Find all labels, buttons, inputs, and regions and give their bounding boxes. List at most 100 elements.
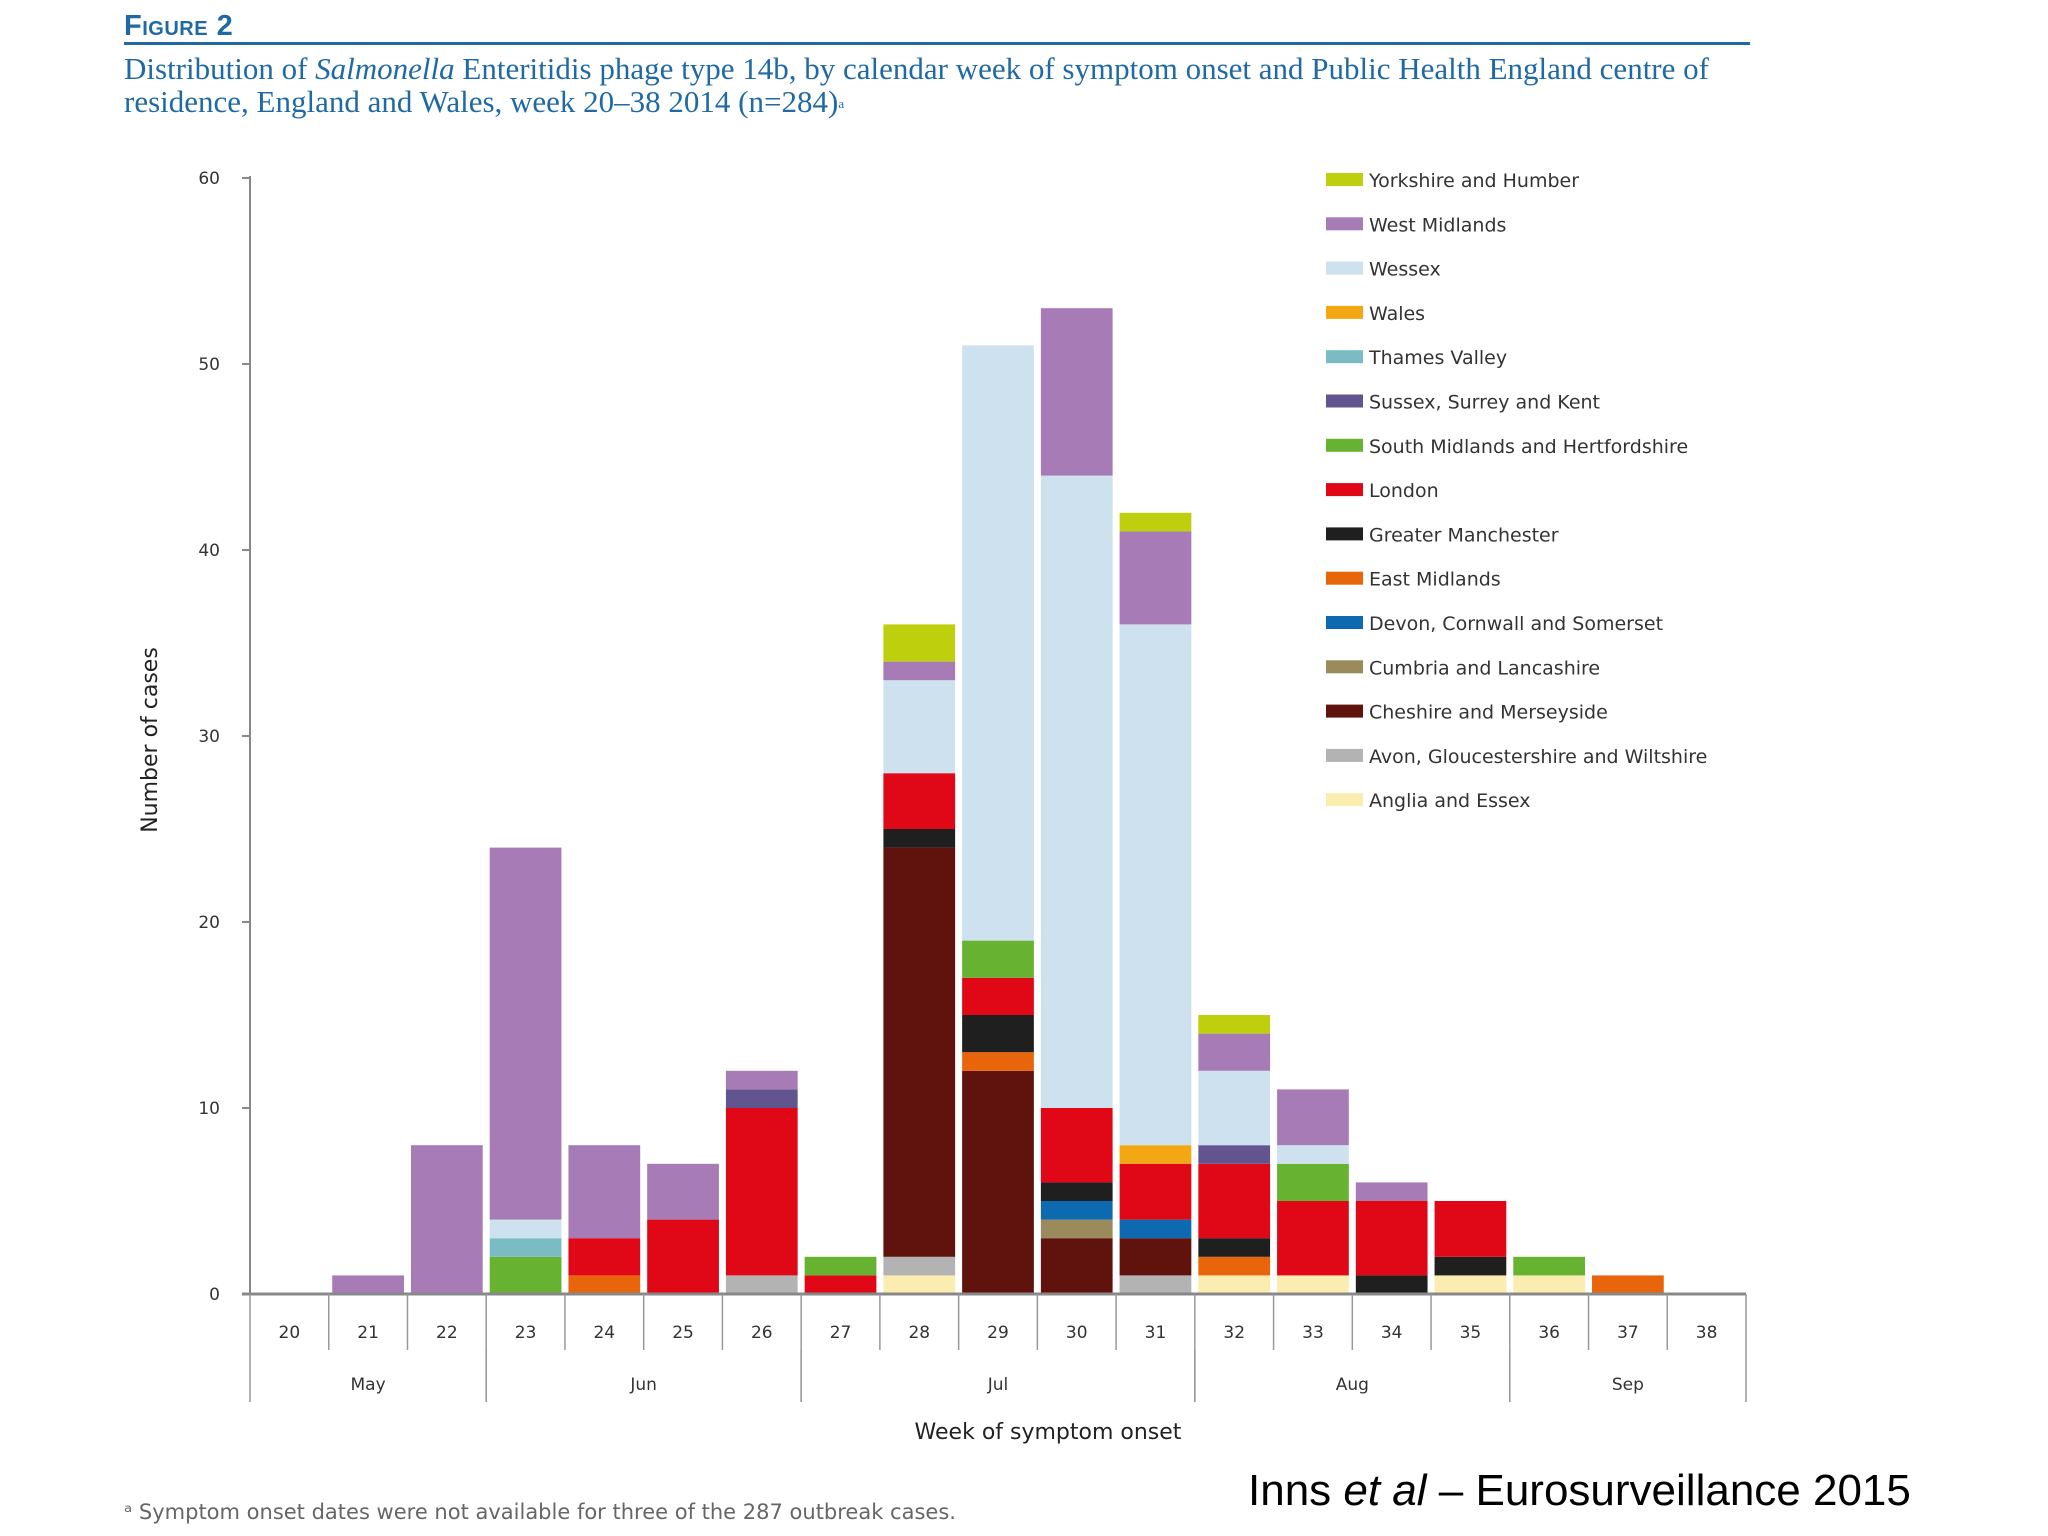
bar-segment-week-26-avon-gloucestershire-and-wiltshire: [725, 1275, 798, 1294]
x-tick-label-week: 21: [357, 1323, 379, 1343]
legend-label: Wales: [1369, 303, 1425, 325]
bar-segment-week-27-south-midlands-and-hertfordshire: [804, 1256, 877, 1276]
legend-label: Devon, Cornwall and Somerset: [1369, 613, 1663, 635]
x-tick-label-week: 31: [1145, 1323, 1167, 1343]
title-italic: Salmonella: [315, 51, 455, 86]
title-footnote-marker: a: [838, 96, 845, 111]
legend-swatch: [1326, 793, 1363, 807]
legend-swatch: [1326, 527, 1363, 541]
legend-label: Avon, Gloucestershire and Wiltshire: [1369, 746, 1707, 768]
legend-label: Cumbria and Lancashire: [1369, 657, 1600, 679]
bar-segment-week-30-cheshire-and-merseyside: [1040, 1238, 1113, 1294]
bar-segment-week-26-sussex-surrey-and-kent: [725, 1089, 798, 1108]
legend-label: Cheshire and Merseyside: [1369, 702, 1608, 724]
x-tick-label-week: 22: [436, 1323, 458, 1343]
y-tick-label: 30: [198, 727, 220, 747]
citation-author: Inns: [1248, 1466, 1344, 1515]
bar-segment-week-33-west-midlands: [1277, 1089, 1349, 1146]
bar-segment-week-34-west-midlands: [1355, 1182, 1428, 1201]
y-tick-label: 20: [198, 913, 220, 933]
x-tick-label-week: 36: [1538, 1323, 1560, 1343]
title-part1: Distribution of: [124, 51, 316, 86]
bar-segment-week-37-east-midlands: [1592, 1275, 1664, 1294]
bar-segment-week-23-thames-valley: [489, 1238, 562, 1257]
bar-segment-week-28-anglia-and-essex: [883, 1275, 956, 1294]
x-tick-label-week: 27: [830, 1323, 852, 1343]
x-tick-label-week: 38: [1696, 1323, 1718, 1343]
bar-segment-week-28-greater-manchester: [883, 829, 956, 848]
bar-segment-week-31-yorkshire-and-humber: [1119, 512, 1192, 532]
y-axis-title: Number of cases: [138, 647, 163, 833]
legend-swatch: [1326, 571, 1363, 585]
legend-item: Wales: [1326, 303, 1425, 325]
bar-segment-week-28-london: [883, 773, 956, 829]
bar-segment-week-32-greater-manchester: [1198, 1238, 1271, 1257]
bar-segment-week-28-cheshire-and-merseyside: [883, 847, 956, 1257]
bar-segment-week-30-greater-manchester: [1040, 1182, 1113, 1201]
x-month-label: May: [351, 1375, 386, 1395]
bar-segment-week-35-london: [1434, 1201, 1507, 1257]
bar-segment-week-29-greater-manchester: [962, 1015, 1034, 1053]
bar-segment-week-31-wales: [1119, 1145, 1192, 1164]
legend-swatch: [1326, 704, 1363, 718]
bar-segment-week-33-london: [1277, 1201, 1349, 1276]
x-tick-label-week: 20: [279, 1323, 301, 1343]
legend-swatch: [1326, 305, 1363, 319]
legend-label: Wessex: [1369, 259, 1441, 281]
x-month-label: Jul: [987, 1375, 1009, 1395]
bar-segment-week-28-yorkshire-and-humber: [883, 624, 956, 662]
bar-segment-week-31-devon-cornwall-and-somerset: [1119, 1219, 1192, 1239]
bar-segment-week-31-avon-gloucestershire-and-wiltshire: [1119, 1275, 1192, 1294]
legend-item: Cumbria and Lancashire: [1326, 657, 1600, 679]
legend-swatch: [1326, 261, 1363, 275]
legend-label: Thames Valley: [1368, 347, 1507, 369]
bar-segment-week-24-west-midlands: [568, 1145, 641, 1239]
bar-segment-week-33-anglia-and-essex: [1277, 1275, 1349, 1294]
x-tick-label-week: 23: [515, 1323, 537, 1343]
x-tick-label-week: 35: [1460, 1323, 1482, 1343]
title-part2: Enteritidis phage type 14b, by calendar …: [124, 51, 1709, 119]
legend-label: Yorkshire and Humber: [1368, 170, 1579, 192]
x-tick-label-week: 26: [751, 1323, 773, 1343]
legend-swatch: [1326, 438, 1363, 452]
legend-item: Sussex, Surrey and Kent: [1326, 392, 1600, 414]
bar-segment-week-30-london: [1040, 1108, 1113, 1183]
legend-swatch: [1326, 748, 1363, 762]
legend-label: East Midlands: [1369, 569, 1501, 591]
bar-segment-week-36-anglia-and-essex: [1513, 1275, 1586, 1294]
bar-segment-week-25-west-midlands: [647, 1163, 719, 1220]
x-tick-label-week: 37: [1617, 1323, 1639, 1343]
bar-segment-week-23-wessex: [489, 1219, 562, 1239]
legend-label: South Midlands and Hertfordshire: [1369, 436, 1688, 458]
legend-swatch: [1326, 350, 1363, 364]
bar-segment-week-31-wessex: [1119, 624, 1192, 1146]
legend-item: Thames Valley: [1326, 347, 1507, 369]
bar-segment-week-29-wessex: [962, 345, 1034, 941]
x-tick-label-week: 28: [908, 1323, 930, 1343]
figure-label: Figure 2: [124, 10, 234, 42]
bar-segment-week-28-wessex: [883, 680, 956, 774]
citation-rest: – Eurosurveillance 2015: [1426, 1466, 1911, 1515]
legend-item: Yorkshire and Humber: [1326, 170, 1579, 192]
bar-segment-week-26-london: [725, 1108, 798, 1276]
bar-segment-week-32-sussex-surrey-and-kent: [1198, 1145, 1271, 1164]
bar-segment-week-30-west-midlands: [1040, 308, 1113, 476]
bar-segment-week-32-east-midlands: [1198, 1256, 1271, 1276]
legend-label: West Midlands: [1369, 214, 1506, 236]
bar-segment-week-27-london: [804, 1275, 877, 1294]
x-tick-label-week: 32: [1223, 1323, 1245, 1343]
axes-group: 0 10 20 30 40 50 60 20 21 22 23 24 25 26 27 28 29 30 31 32 3…: [198, 169, 1747, 1402]
y-tick-label: 50: [198, 355, 220, 375]
y-tick-label: 0: [209, 1285, 220, 1305]
legend-swatch: [1326, 483, 1363, 497]
bar-segment-week-23-south-midlands-and-hertfordshire: [489, 1256, 562, 1294]
footnote: ᵃ Symptom onset dates were not available…: [124, 1500, 956, 1524]
citation-et-al: et al: [1343, 1466, 1427, 1515]
y-tick-label: 10: [198, 1099, 220, 1119]
legend-label: Sussex, Surrey and Kent: [1369, 392, 1600, 414]
legend-item: South Midlands and Hertfordshire: [1326, 436, 1688, 458]
legend-label: Anglia and Essex: [1369, 790, 1531, 812]
bar-segment-week-29-london: [962, 977, 1034, 1015]
x-tick-label-week: 29: [987, 1323, 1009, 1343]
bar-segment-week-21-west-midlands: [332, 1275, 404, 1294]
